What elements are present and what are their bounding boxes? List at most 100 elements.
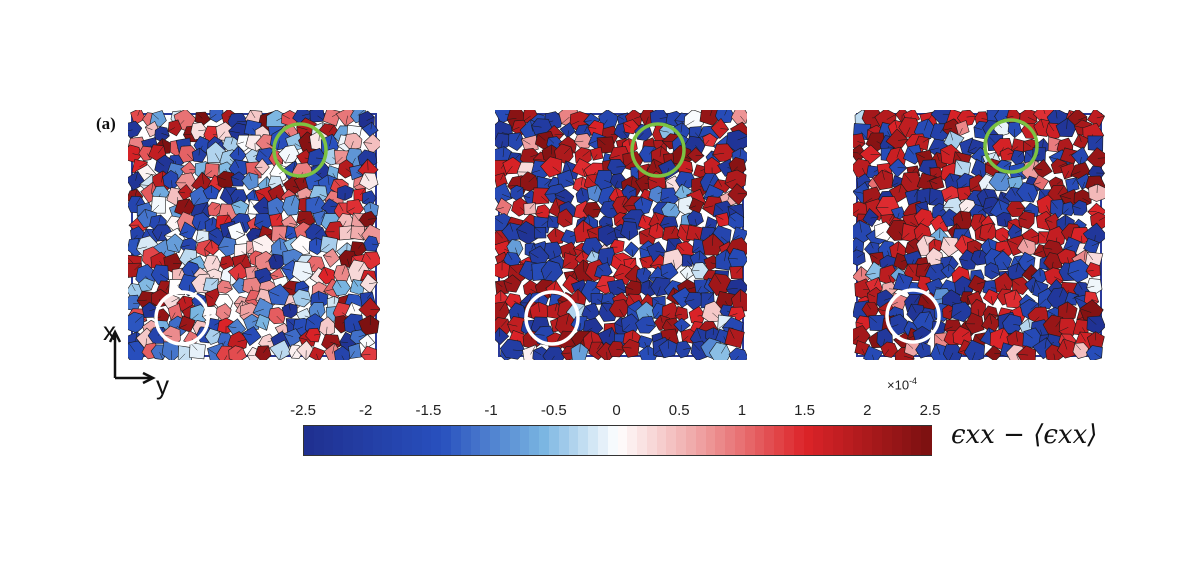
particle-polyhedron — [915, 341, 931, 359]
particle-facet-edge — [282, 286, 293, 290]
particle-facet-edge — [1098, 216, 1105, 221]
particle-polyhedron — [993, 250, 1013, 271]
particle-polyhedron — [255, 314, 270, 331]
particle-facet-edge — [289, 223, 298, 226]
particle-facet-edge — [584, 306, 591, 313]
particle-facet-edge — [860, 266, 862, 277]
particle-facet-edge — [269, 274, 279, 277]
particle-facet-edge — [579, 323, 581, 333]
particle-facet-edge — [278, 233, 287, 242]
particle-facet-edge — [1028, 318, 1031, 328]
particle-facet-edge — [915, 204, 923, 210]
particle-facet-edge — [1074, 297, 1087, 303]
particle-facet-edge — [720, 128, 729, 130]
particle-facet-edge — [563, 146, 572, 155]
particle-facet-edge — [629, 257, 636, 266]
particle-facet-edge — [614, 180, 618, 188]
particle-polyhedron — [363, 133, 380, 155]
particle-facet-edge — [1013, 289, 1017, 301]
particle-facet-edge — [152, 113, 159, 120]
particle-facet-edge — [170, 350, 173, 360]
particle-polyhedron — [872, 169, 894, 191]
particle-facet-edge — [178, 268, 183, 276]
particle-facet-edge — [724, 249, 727, 262]
particle-facet-edge — [916, 232, 923, 241]
particle-polyhedron — [885, 128, 909, 152]
particle-facet-edge — [614, 322, 623, 327]
particle-facet-edge — [737, 136, 747, 141]
particle-facet-edge — [347, 258, 351, 268]
particle-facet-edge — [907, 146, 914, 155]
colorbar-segment — [793, 426, 805, 455]
particle-facet-edge — [1023, 331, 1033, 339]
particle-facet-edge — [1027, 192, 1034, 203]
particle-facet-edge — [495, 230, 503, 239]
particle-facet-edge — [368, 282, 378, 285]
particle-facet-edge — [284, 153, 290, 164]
particle-facet-edge — [594, 184, 598, 194]
particle-facet-edge — [1042, 247, 1053, 250]
particle-polyhedron — [202, 184, 220, 200]
particle-facet-edge — [534, 227, 541, 233]
particle-facet-edge — [640, 196, 643, 206]
particle-facet-edge — [944, 195, 952, 201]
particle-polyhedron — [607, 340, 626, 358]
particle-facet-edge — [139, 161, 148, 168]
particle-facet-edge — [276, 315, 284, 324]
particle-facet-edge — [724, 179, 736, 184]
particle-facet-edge — [319, 194, 328, 198]
particle-facet-edge — [223, 311, 230, 317]
particle-facet-edge — [896, 147, 901, 158]
particle-facet-edge — [1046, 205, 1052, 216]
colorbar-segment — [304, 426, 316, 455]
colorbar-segment — [470, 426, 482, 455]
colorbar-segment — [705, 426, 717, 455]
particle-facet-edge — [228, 130, 241, 134]
particle-facet-edge — [596, 137, 606, 146]
particle-facet-edge — [224, 214, 230, 223]
particle-facet-edge — [674, 120, 686, 122]
particle-facet-edge — [207, 348, 217, 355]
particle-facet-edge — [853, 151, 859, 154]
particle-facet-edge — [357, 110, 365, 116]
particle-facet-edge — [507, 323, 518, 327]
particle-facet-edge — [1059, 195, 1072, 200]
particle-facet-edge — [654, 311, 660, 319]
particle-facet-edge — [597, 341, 602, 350]
particle-facet-edge — [728, 327, 735, 339]
particle-facet-edge — [554, 227, 557, 238]
particle-polyhedron — [502, 156, 523, 175]
particle-facet-edge — [216, 176, 226, 181]
particle-facet-edge — [565, 179, 575, 185]
particle-facet-edge — [338, 202, 344, 212]
particle-facet-edge — [914, 294, 921, 303]
particle-facet-edge — [999, 327, 1004, 339]
particle-facet-edge — [588, 214, 591, 226]
particle-polyhedron — [635, 315, 657, 334]
particle-facet-edge — [722, 327, 734, 329]
particle-facet-edge — [628, 188, 637, 193]
colorbar-segment — [872, 426, 884, 455]
particle-facet-edge — [615, 187, 619, 198]
particle-facet-edge — [905, 127, 911, 138]
particle-facet-edge — [907, 263, 914, 273]
particle-facet-edge — [204, 248, 206, 257]
particle-facet-edge — [495, 281, 503, 287]
particle-facet-edge — [1079, 308, 1092, 313]
particle-facet-edge — [1010, 187, 1016, 196]
particle-facet-edge — [306, 318, 315, 325]
particle-facet-edge — [584, 124, 589, 133]
particle-facet-edge — [625, 286, 634, 290]
particle-facet-edge — [502, 194, 513, 199]
particle-facet-edge — [692, 246, 700, 253]
colorbar-segment — [715, 426, 727, 455]
colorbar-segment — [637, 426, 649, 455]
strain-map-panel-1 — [128, 110, 380, 360]
colorbar-segment — [392, 426, 404, 455]
particle-facet-edge — [587, 127, 597, 129]
particle-facet-edge — [292, 160, 296, 172]
particle-facet-edge — [616, 166, 626, 168]
particle-facet-edge — [1072, 177, 1078, 185]
particle-facet-edge — [315, 237, 317, 246]
particle-facet-edge — [272, 254, 277, 262]
